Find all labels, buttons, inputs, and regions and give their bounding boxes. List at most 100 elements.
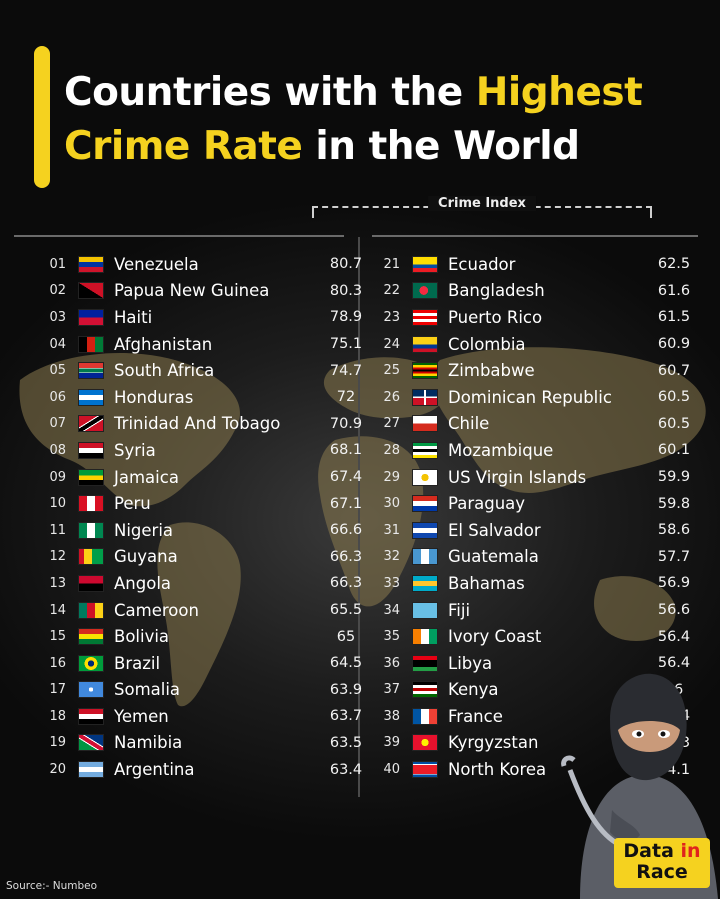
guyana-flag-icon [78, 548, 104, 566]
ranking-row: 24 Colombia 60.9 [378, 331, 690, 358]
ranking-row: 30 Paraguay 59.8 [378, 490, 690, 517]
country-name: Fiji [448, 600, 471, 620]
bolivia-flag-icon [78, 628, 104, 646]
ranking-row: 05 South Africa 74.7 [44, 357, 362, 384]
us-virgin-islands-flag-icon [412, 468, 438, 486]
ranking-row: 10 Peru 67.1 [44, 490, 362, 517]
country-name: Mozambique [448, 440, 554, 460]
crime-index-value: 59.9 [657, 469, 691, 486]
crime-index-value: 57.7 [657, 548, 691, 565]
crime-index-value: 63.7 [329, 708, 363, 725]
crime-index-value: 60.5 [657, 415, 691, 432]
rank-number: 07 [49, 416, 66, 432]
rank-number: 08 [49, 442, 66, 458]
country-name: Kyrgyzstan [448, 733, 539, 753]
title-accent-bar [34, 46, 50, 188]
country-name: Venezuela [114, 254, 199, 274]
crime-index-value: 80.3 [329, 282, 363, 299]
kenya-flag-icon [412, 681, 438, 699]
cameroon-flag-icon [78, 601, 104, 619]
world-map-silhouette [19, 347, 706, 707]
country-name: Trinidad And Tobago [114, 414, 281, 434]
rank-number: 26 [383, 389, 400, 405]
ranking-row: 15 Bolivia 65 [44, 623, 355, 650]
left-ranking-list: 01 Venezuela 80.7 02 Papua New Guinea 80.3 03 H… [44, 251, 362, 783]
rank-number: 32 [383, 549, 400, 565]
crime-index-value: 70.9 [329, 415, 363, 432]
ranking-row: 36 Libya 56.4 [378, 650, 690, 677]
country-name: Kenya [448, 680, 499, 700]
country-name: Honduras [114, 387, 194, 407]
source-note: Source:- Numbeo [6, 880, 98, 892]
trinidad-and-tobago-flag-icon [78, 415, 104, 433]
country-name: Syria [114, 440, 156, 460]
crime-index-value: 58.6 [657, 522, 691, 539]
nigeria-flag-icon [78, 521, 104, 539]
papua-new-guinea-flag-icon [78, 282, 104, 300]
rank-number: 13 [49, 575, 66, 591]
crime-index-value: 67.4 [329, 469, 363, 486]
honduras-flag-icon [78, 388, 104, 406]
afghanistan-flag-icon [78, 335, 104, 353]
brazil-flag-icon [78, 654, 104, 672]
ranking-row: 35 Ivory Coast 56.4 [378, 623, 690, 650]
rank-number: 15 [49, 629, 66, 645]
crime-index-bracket: Crime Index [312, 196, 652, 232]
ranking-row: 19 Namibia 63.5 [44, 730, 362, 757]
country-name: South Africa [114, 361, 215, 381]
rank-number: 23 [383, 309, 400, 325]
chile-flag-icon [412, 415, 438, 433]
crime-index-value: 74.7 [329, 362, 363, 379]
left-header-rule [14, 235, 344, 237]
yemen-flag-icon [78, 707, 104, 725]
right-header-rule [372, 235, 698, 237]
somalia-flag-icon [78, 681, 104, 699]
country-name: Jamaica [114, 467, 179, 487]
ranking-row: 22 Bangladesh 61.6 [378, 278, 690, 305]
country-name: North Korea [448, 760, 547, 780]
country-name: Guyana [114, 547, 178, 567]
ranking-row: 08 Syria 68.1 [44, 437, 362, 464]
rank-number: 09 [49, 469, 66, 485]
country-name: Cameroon [114, 600, 199, 620]
crime-index-value: 66.3 [329, 575, 363, 592]
rank-number: 17 [49, 682, 66, 698]
country-name: Angola [114, 573, 172, 593]
crime-index-value: 60.5 [657, 389, 691, 406]
bangladesh-flag-icon [412, 282, 438, 300]
guatemala-flag-icon [412, 548, 438, 566]
column-divider [358, 237, 360, 797]
rank-number: 04 [49, 336, 66, 352]
country-name: Argentina [114, 760, 195, 780]
ranking-row: 23 Puerto Rico 61.5 [378, 304, 690, 331]
rank-number: 10 [49, 496, 66, 512]
country-name: Paraguay [448, 494, 526, 514]
crime-index-value: 60.9 [657, 336, 691, 353]
jamaica-flag-icon [78, 468, 104, 486]
rank-number: 31 [383, 522, 400, 538]
syria-flag-icon [78, 441, 104, 459]
country-name: Guatemala [448, 547, 539, 567]
country-name: Puerto Rico [448, 307, 543, 327]
country-name: Haiti [114, 307, 153, 327]
crime-index-value: 56.9 [657, 575, 691, 592]
rank-number: 14 [49, 602, 66, 618]
rank-number: 36 [383, 655, 400, 671]
crime-index-value: 75.1 [329, 336, 363, 353]
rank-number: 38 [383, 708, 400, 724]
rank-number: 03 [49, 309, 66, 325]
country-name: Nigeria [114, 520, 174, 540]
ranking-row: 04 Afghanistan 75.1 [44, 331, 362, 358]
title-line1-white: Countries with the [64, 70, 476, 115]
ranking-row: 25 Zimbabwe 60.7 [378, 357, 690, 384]
country-name: France [448, 706, 503, 726]
venezuela-flag-icon [78, 255, 104, 273]
logo-text-in: in [680, 840, 701, 862]
north-korea-flag-icon [412, 761, 438, 779]
ranking-row: 40 North Korea 54.1 [378, 756, 690, 783]
rank-number: 01 [49, 256, 66, 272]
el-salvador-flag-icon [412, 521, 438, 539]
ranking-row: 09 Jamaica 67.4 [44, 464, 362, 491]
ranking-row: 28 Mozambique 60.1 [378, 437, 690, 464]
crime-index-value: 56.4 [657, 655, 691, 672]
